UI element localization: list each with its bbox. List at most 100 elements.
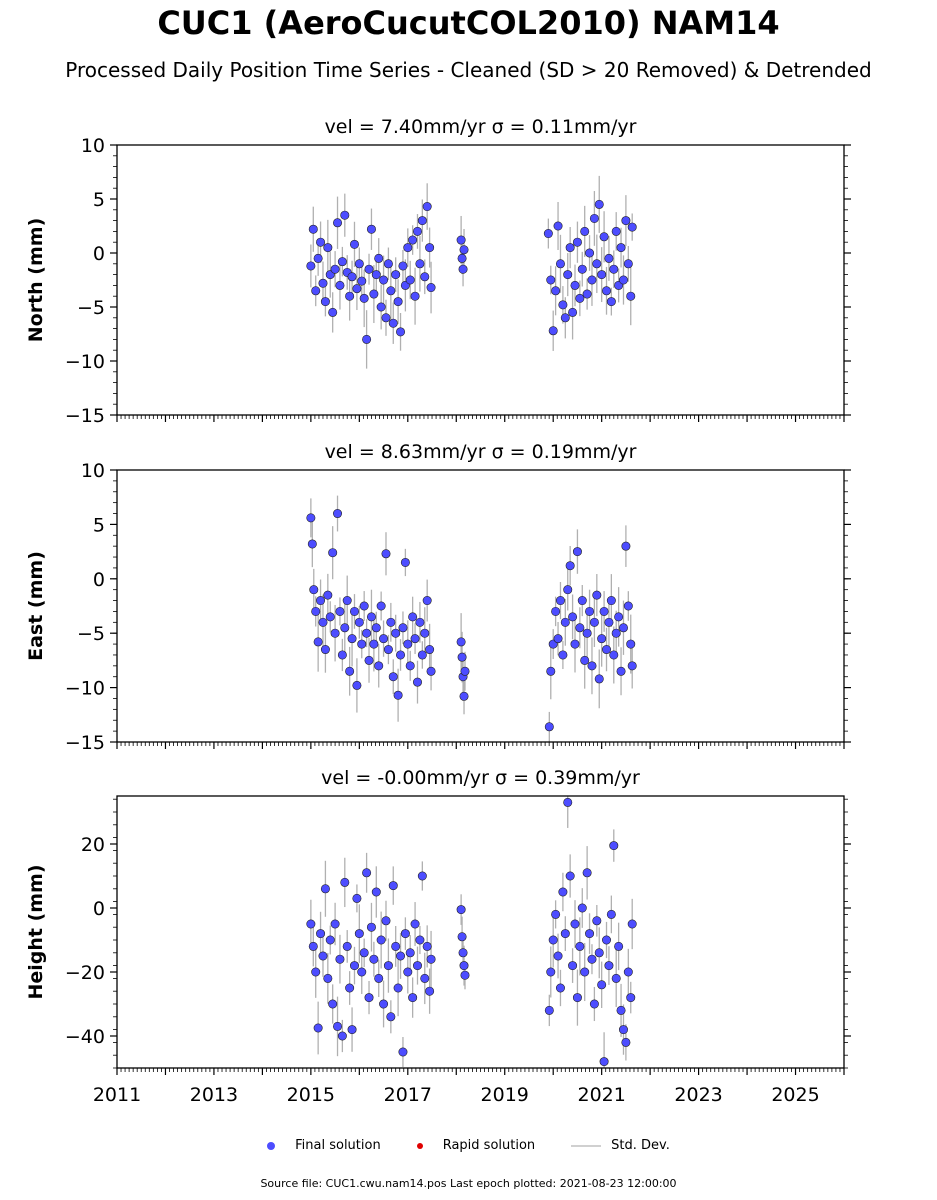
height-data-point [426,954,436,964]
legend: Final solution Rapid solution Std. Dev. [0,1138,937,1153]
height-data-point [609,841,619,851]
east-data-point [604,617,614,627]
east-data-point [618,623,628,633]
height-data-point [460,970,470,980]
north-data-point [621,216,631,226]
east-data-point [357,639,367,649]
east-data-point [553,634,563,644]
height-data-point [560,929,570,939]
east-data-point [386,617,396,627]
east-data-point [457,652,467,662]
east-data-point [364,655,374,665]
north-data-point [425,243,435,253]
north-data-point [318,278,328,288]
east-data-point [391,628,401,638]
east-data-point [425,645,435,655]
east-panel-title: vel = 8.63mm/yr σ = 0.19mm/yr [325,441,637,463]
east-data-point [415,617,425,627]
height-xtick-label: 2023 [674,1084,722,1106]
north-ytick-label: −5 [77,297,105,319]
north-data-point [374,253,384,263]
rapid-solution-marker-icon [416,1142,423,1149]
north-data-point [606,297,616,307]
height-data-point [313,1023,323,1033]
height-ytick-label: −20 [65,962,105,984]
east-data-point [362,628,372,638]
north-data-point [415,259,425,269]
height-data-point [546,967,556,977]
height-xtick-label: 2011 [93,1084,141,1106]
east-data-point [420,628,430,638]
east-data-point [352,680,362,690]
north-data-point [572,237,582,247]
north-data-point [426,283,436,293]
north-ytick-label: 0 [93,243,105,265]
north-data-point [396,327,406,337]
east-data-point [589,617,599,627]
height-data-point [604,961,614,971]
east-ytick-label: 10 [81,460,105,482]
north-data-point [306,261,316,271]
east-data-point [546,666,556,676]
height-data-point [323,973,333,983]
height-data-point [572,993,582,1003]
east-data-point [398,623,408,633]
north-data-point [609,264,619,274]
height-data-point [364,993,374,1003]
height-data-point [592,916,602,926]
east-data-point [417,650,427,660]
east-data-point [313,637,323,647]
height-data-point [335,954,345,964]
north-data-point [359,293,369,303]
height-data-point [623,967,633,977]
east-data-point [405,661,415,671]
height-data-point [400,929,410,939]
east-data-point [388,672,398,682]
north-data-point [543,229,553,239]
height-data-point [306,919,316,929]
north-data-point [352,284,362,294]
north-ytick-label: −15 [65,405,105,427]
height-data-point [457,932,467,942]
height-data-point [398,1047,408,1057]
east-data-point [587,661,597,671]
height-data-point [371,887,381,897]
north-data-point [376,302,386,312]
north-data-point [333,218,343,228]
height-data-point [589,999,599,1009]
east-ylabel: East (mm) [25,551,47,661]
east-data-point [611,628,621,638]
height-data-point [555,983,565,993]
east-data-point [456,637,466,647]
north-data-point [408,235,418,245]
east-data-point [594,674,604,684]
height-data-point [340,877,350,887]
height-data-point [568,961,578,971]
north-data-point [340,210,350,220]
north-data-point [602,286,612,296]
east-data-point [544,722,554,732]
east-data-point [602,645,612,655]
east-data-point [558,650,568,660]
height-data-point [342,941,352,951]
north-data-point [410,291,420,301]
north-data-point [587,275,597,285]
height-data-point [458,948,468,958]
height-data-point [359,948,369,958]
north-data-point [349,239,359,249]
height-data-point [459,961,469,971]
height-data-point [345,983,355,993]
east-data-point [359,601,369,611]
legend-rapid: Rapid solution [416,1138,535,1153]
std-dev-line-icon [571,1144,602,1147]
height-xtick-label: 2017 [384,1084,432,1106]
east-data-point [379,634,389,644]
north-data-point [383,259,393,269]
east-data-point [342,596,352,606]
north-data-point [386,286,396,296]
east-data-point [623,601,633,611]
north-data-point [548,326,558,336]
north-data-point [585,248,595,258]
north-data-point [369,289,379,299]
